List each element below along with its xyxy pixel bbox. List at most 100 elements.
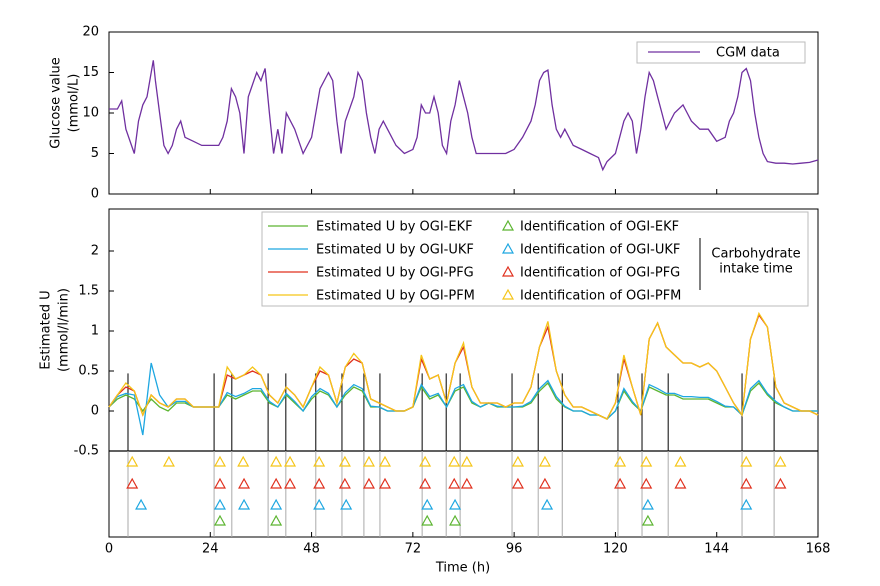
triangle-marker: [284, 477, 297, 489]
x-tick-label: 0: [105, 542, 113, 557]
triangle-marker: [448, 455, 461, 467]
legend-box: [261, 211, 809, 307]
legend-triangle: [501, 242, 515, 254]
legend-label: Identification of OGI-EKF: [520, 220, 679, 235]
triangle-marker: [419, 455, 432, 467]
x-tick-label: 96: [506, 542, 523, 557]
triangle-marker: [674, 477, 687, 489]
triangle-marker: [362, 477, 375, 489]
legend-label: Identification of OGI-PFM: [520, 289, 681, 304]
triangle-marker: [740, 455, 753, 467]
legend-label: Estimated U by OGI-UKF: [316, 243, 474, 258]
triangle-marker: [340, 498, 353, 510]
triangle-marker: [126, 477, 139, 489]
triangle-marker: [641, 514, 654, 526]
y-tick-label: 0: [91, 187, 99, 202]
triangle-marker: [378, 455, 392, 467]
x-tick-label: 48: [303, 542, 320, 557]
triangle-marker: [740, 498, 753, 510]
triangle-marker: [213, 498, 227, 510]
triangle-marker: [270, 455, 283, 467]
triangle-marker: [511, 455, 524, 467]
triangle-marker: [421, 514, 434, 526]
series-line: [109, 60, 819, 172]
triangle-marker: [419, 477, 432, 489]
triangle-marker: [270, 477, 283, 489]
triangle-marker: [641, 498, 654, 510]
legend-triangle: [501, 219, 515, 231]
triangle-marker: [313, 477, 326, 489]
legend-label: Estimated U by OGI-PFG: [316, 266, 474, 281]
triangle-marker: [135, 498, 148, 510]
triangle-marker: [338, 477, 351, 489]
y-tick-label: 5: [91, 146, 99, 161]
triangle-marker: [538, 477, 551, 489]
triangle-marker: [213, 455, 227, 467]
legend-label: intake time: [719, 262, 792, 277]
triangle-marker: [284, 455, 297, 467]
triangle-marker: [421, 498, 434, 510]
triangle-marker: [674, 455, 687, 467]
legend-box: [636, 41, 806, 64]
triangle-marker: [640, 455, 653, 467]
x-tick-label: 144: [704, 542, 729, 557]
y-axis-label: Glucose value: [49, 57, 64, 148]
triangle-marker: [270, 498, 283, 510]
triangle-marker: [449, 514, 462, 526]
triangle-marker: [460, 455, 473, 467]
triangle-marker: [511, 477, 524, 489]
y-tick-label: 20: [82, 25, 99, 40]
series-line: [108, 362, 818, 436]
triangle-marker: [238, 498, 251, 510]
triangle-marker: [270, 514, 283, 526]
triangle-marker: [213, 477, 227, 489]
triangle-marker: [313, 498, 326, 510]
series-line: [108, 311, 819, 420]
triangle-marker: [774, 477, 787, 489]
y-tick-label: -0.5: [74, 444, 99, 459]
legend-label: Identification of OGI-UKF: [520, 243, 680, 258]
triangle-marker: [237, 455, 250, 467]
y-axis-label: Estimated U: [39, 290, 54, 369]
x-tick-label: 24: [202, 542, 219, 557]
x-tick-label: 72: [405, 542, 422, 557]
triangle-marker: [338, 455, 351, 467]
triangle-marker: [614, 455, 627, 467]
legend-label: Identification of OGI-PFG: [520, 266, 680, 281]
x-tick-label: 168: [806, 542, 831, 557]
bottom-plot-frame: [108, 208, 819, 538]
legend-label: Estimated U by OGI-PFM: [316, 289, 475, 304]
triangle-marker: [640, 477, 653, 489]
triangle-marker: [238, 477, 251, 489]
legend-label: CGM data: [716, 46, 780, 61]
y-tick-label: 15: [82, 65, 99, 80]
y-tick-label: 1.5: [78, 284, 99, 299]
triangle-marker: [541, 498, 554, 510]
triangle-marker: [162, 455, 175, 467]
y-tick-label: 1: [91, 324, 99, 339]
y-tick-label: 0: [91, 404, 99, 419]
x-axis-label: Time (h): [435, 561, 490, 576]
triangle-marker: [774, 455, 787, 467]
triangle-marker: [362, 455, 375, 467]
triangle-marker: [614, 477, 627, 489]
triangle-marker: [378, 477, 392, 489]
triangle-marker: [126, 455, 139, 467]
y-tick-label: 2: [91, 244, 99, 259]
series-line: [108, 381, 818, 420]
triangle-marker: [740, 477, 753, 489]
legend-triangle: [501, 265, 515, 277]
y-axis-label: (mmol/L): [67, 74, 82, 133]
triangle-marker: [460, 477, 473, 489]
y-tick-label: 0.5: [78, 364, 99, 379]
triangle-marker: [313, 455, 326, 467]
triangle-marker: [538, 455, 551, 467]
y-tick-label: 10: [82, 106, 99, 121]
legend-label: Carbohydrate: [711, 247, 800, 262]
legend-label: Estimated U by OGI-EKF: [316, 220, 473, 235]
x-tick-label: 120: [603, 542, 628, 557]
triangle-marker: [213, 514, 227, 526]
legend-triangle: [501, 288, 515, 300]
triangle-marker: [448, 477, 461, 489]
